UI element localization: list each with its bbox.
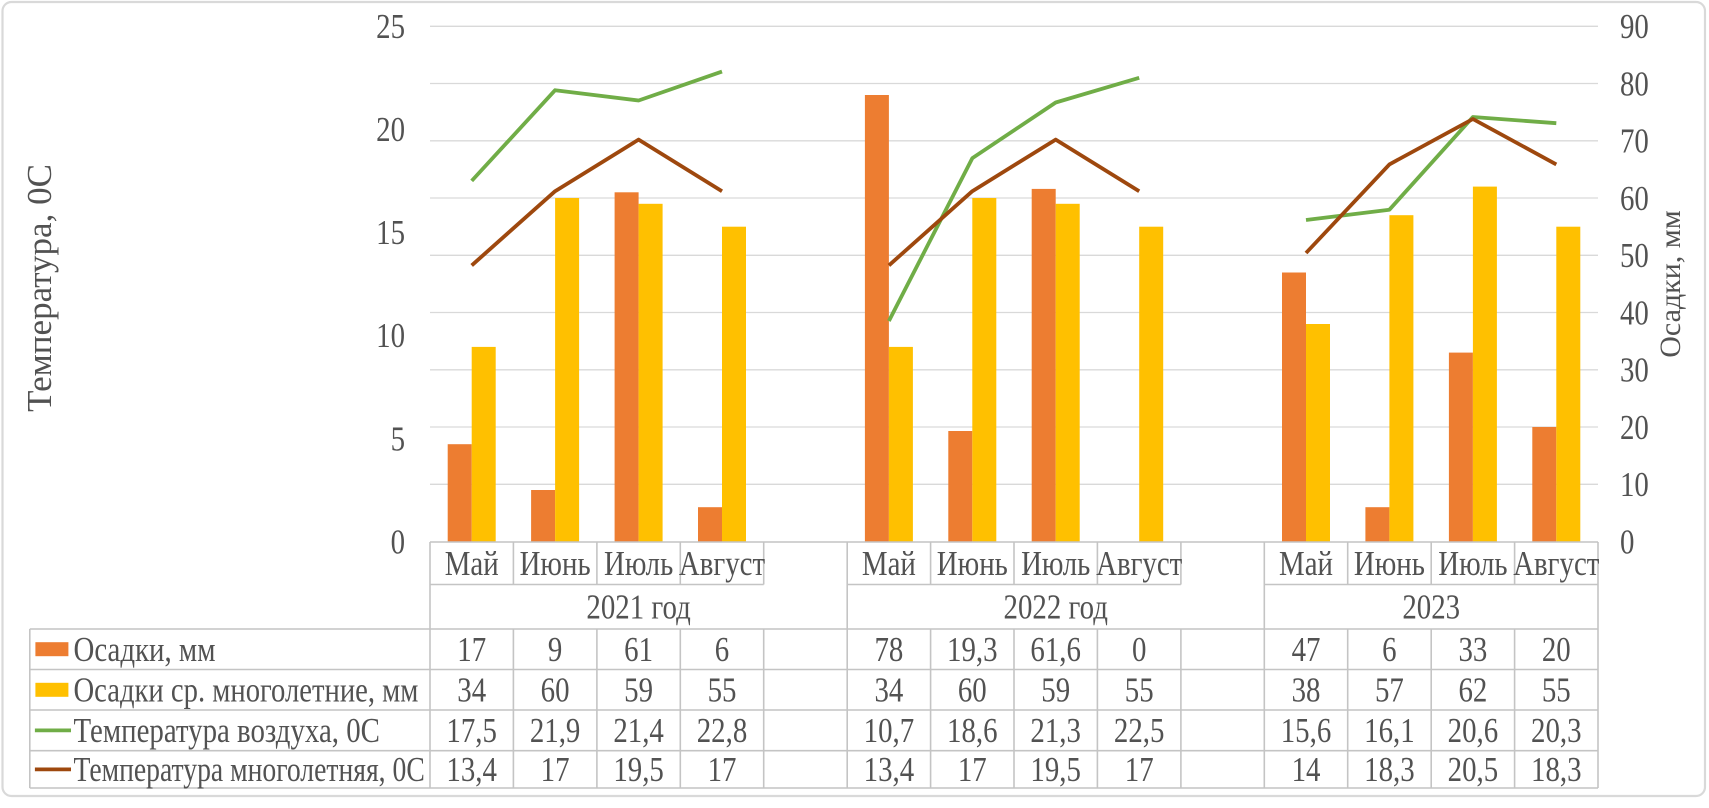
svg-text:5: 5 — [391, 419, 405, 458]
svg-text:20,5: 20,5 — [1448, 749, 1499, 788]
svg-text:30: 30 — [1620, 350, 1649, 389]
svg-text:34: 34 — [457, 670, 486, 709]
svg-text:60: 60 — [541, 670, 570, 709]
svg-text:55: 55 — [1125, 670, 1154, 709]
svg-text:10: 10 — [1620, 464, 1649, 503]
svg-text:Осадки ср. многолетние, мм: Осадки ср. многолетние, мм — [74, 670, 419, 710]
svg-text:20,3: 20,3 — [1531, 710, 1582, 749]
svg-text:60: 60 — [1620, 178, 1649, 217]
svg-text:19,5: 19,5 — [1030, 749, 1081, 788]
svg-text:55: 55 — [708, 670, 737, 709]
svg-text:13,4: 13,4 — [864, 749, 915, 788]
svg-text:33: 33 — [1458, 629, 1487, 668]
svg-text:Температура воздуха, 0С: Температура воздуха, 0С — [74, 710, 380, 749]
svg-text:78: 78 — [874, 629, 903, 668]
svg-text:14: 14 — [1292, 749, 1321, 788]
svg-text:18,3: 18,3 — [1531, 749, 1582, 788]
svg-text:Июнь: Июнь — [1354, 543, 1425, 582]
svg-text:Июль: Июль — [1438, 543, 1507, 582]
svg-text:22,5: 22,5 — [1114, 710, 1165, 749]
svg-text:62: 62 — [1458, 670, 1487, 709]
svg-text:40: 40 — [1620, 293, 1649, 332]
svg-text:Температура, 0С: Температура, 0С — [20, 164, 59, 412]
svg-text:90: 90 — [1620, 6, 1649, 45]
svg-text:50: 50 — [1620, 235, 1649, 274]
svg-text:61,6: 61,6 — [1030, 629, 1081, 668]
svg-text:59: 59 — [1041, 670, 1070, 709]
svg-text:2021 год: 2021 год — [586, 587, 690, 626]
svg-text:13,4: 13,4 — [446, 749, 497, 788]
svg-text:0: 0 — [1132, 629, 1146, 668]
svg-text:20: 20 — [1620, 407, 1649, 446]
svg-text:10,7: 10,7 — [864, 710, 915, 749]
svg-text:Август: Август — [1513, 543, 1599, 582]
svg-text:47: 47 — [1292, 629, 1321, 668]
svg-text:55: 55 — [1542, 670, 1571, 709]
svg-text:17: 17 — [1125, 749, 1154, 788]
svg-text:17: 17 — [958, 749, 987, 788]
svg-text:6: 6 — [715, 629, 729, 668]
svg-text:17,5: 17,5 — [446, 710, 497, 749]
svg-text:70: 70 — [1620, 121, 1649, 160]
svg-text:9: 9 — [548, 629, 562, 668]
svg-text:60: 60 — [958, 670, 987, 709]
svg-text:17: 17 — [708, 749, 737, 788]
svg-text:59: 59 — [624, 670, 653, 709]
svg-text:Температура многолетняя, 0С: Температура многолетняя, 0С — [74, 750, 425, 789]
svg-text:57: 57 — [1375, 670, 1404, 709]
svg-text:22,8: 22,8 — [697, 710, 748, 749]
svg-text:38: 38 — [1292, 670, 1321, 709]
svg-text:18,3: 18,3 — [1364, 749, 1415, 788]
svg-text:21,4: 21,4 — [613, 710, 664, 749]
svg-text:80: 80 — [1620, 64, 1649, 103]
svg-text:21,3: 21,3 — [1030, 710, 1081, 749]
svg-text:Осадки, мм: Осадки, мм — [1654, 210, 1687, 358]
svg-text:Май: Май — [1279, 543, 1333, 582]
svg-text:Май: Май — [862, 543, 916, 582]
svg-text:20,6: 20,6 — [1448, 710, 1499, 749]
svg-text:Июнь: Июнь — [520, 543, 591, 582]
svg-text:15: 15 — [376, 212, 405, 251]
svg-text:Август: Август — [1096, 543, 1182, 582]
svg-text:2022 год: 2022 год — [1004, 587, 1108, 626]
svg-text:10: 10 — [376, 315, 405, 354]
svg-text:18,6: 18,6 — [947, 710, 998, 749]
svg-text:Осадки, мм: Осадки, мм — [74, 629, 216, 668]
svg-text:Июль: Июль — [1021, 543, 1090, 582]
svg-text:20: 20 — [376, 109, 405, 148]
svg-text:0: 0 — [1620, 522, 1634, 561]
svg-text:2023: 2023 — [1402, 587, 1460, 626]
svg-text:61: 61 — [624, 629, 653, 668]
svg-text:17: 17 — [457, 629, 486, 668]
svg-text:0: 0 — [391, 522, 405, 561]
svg-text:6: 6 — [1382, 629, 1396, 668]
svg-text:20: 20 — [1542, 629, 1571, 668]
svg-text:Июль: Июль — [604, 543, 673, 582]
svg-text:34: 34 — [874, 670, 903, 709]
svg-text:17: 17 — [541, 749, 570, 788]
svg-text:Август: Август — [679, 543, 765, 582]
svg-text:19,5: 19,5 — [613, 749, 664, 788]
svg-text:Июнь: Июнь — [937, 543, 1008, 582]
svg-text:19,3: 19,3 — [947, 629, 998, 668]
svg-text:Май: Май — [445, 543, 499, 582]
svg-text:25: 25 — [376, 6, 405, 45]
svg-text:21,9: 21,9 — [530, 710, 581, 749]
svg-text:16,1: 16,1 — [1364, 710, 1415, 749]
svg-text:15,6: 15,6 — [1281, 710, 1332, 749]
